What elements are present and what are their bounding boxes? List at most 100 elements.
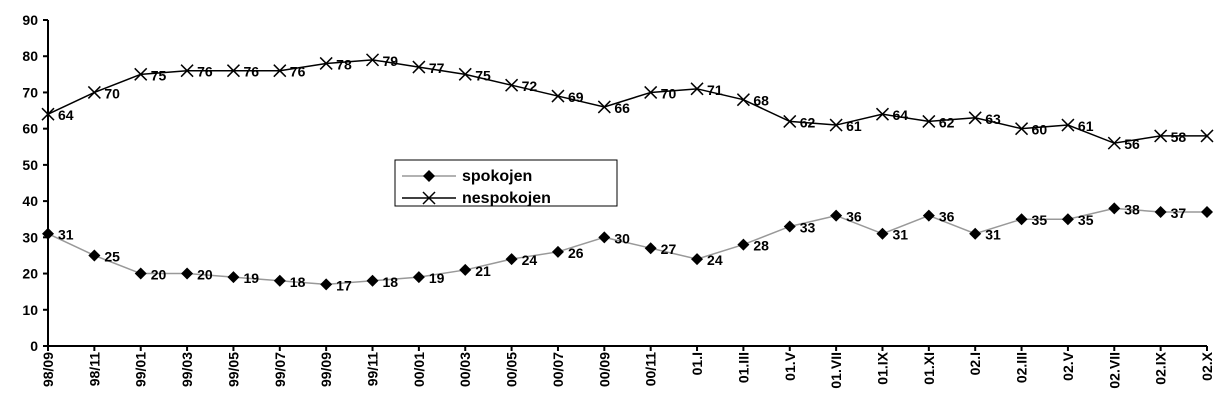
data-point xyxy=(829,118,843,132)
x-tick-label: 01.VII xyxy=(828,352,844,389)
data-label: 17 xyxy=(336,277,352,293)
data-label: 31 xyxy=(58,227,74,243)
data-point xyxy=(922,114,936,128)
data-point xyxy=(1061,213,1074,226)
data-label: 60 xyxy=(1032,122,1048,138)
data-point xyxy=(922,209,935,222)
data-point xyxy=(551,89,565,103)
data-label: 37 xyxy=(1171,205,1187,221)
data-label: 21 xyxy=(475,263,491,279)
data-label: 64 xyxy=(58,107,74,123)
legend-marker xyxy=(422,191,436,205)
x-tick-label: 99/01 xyxy=(133,352,149,387)
y-tick-label: 40 xyxy=(22,193,38,209)
x-tick-label: 02.III xyxy=(1014,352,1030,383)
data-label: 31 xyxy=(985,227,1001,243)
x-tick-label: 02.VII xyxy=(1106,352,1122,389)
data-label: 28 xyxy=(753,238,769,254)
x-tick-label: 99/11 xyxy=(365,352,381,386)
data-label: 26 xyxy=(568,245,584,261)
x-tick-label: 01.I xyxy=(689,352,705,375)
data-label: 36 xyxy=(846,209,862,225)
x-tick-label: 00/09 xyxy=(596,352,612,387)
data-point xyxy=(134,267,147,280)
data-label: 69 xyxy=(568,89,584,105)
data-label: 61 xyxy=(846,118,862,134)
data-point xyxy=(505,78,519,92)
data-point xyxy=(690,82,704,96)
x-tick-label: 01.IX xyxy=(874,351,890,384)
data-point xyxy=(181,267,194,280)
x-tick-label: 99/09 xyxy=(318,352,334,387)
data-label: 66 xyxy=(614,100,630,116)
data-point xyxy=(597,100,611,114)
data-label: 18 xyxy=(383,274,399,290)
x-tick-label: 99/03 xyxy=(179,352,195,387)
data-label: 56 xyxy=(1124,136,1140,152)
data-point xyxy=(42,227,54,240)
data-point xyxy=(1061,118,1075,132)
x-tick-label: 01.XI xyxy=(921,352,937,385)
data-point xyxy=(736,93,750,107)
data-point xyxy=(226,64,240,78)
data-point xyxy=(783,114,797,128)
data-label: 76 xyxy=(243,64,259,80)
y-tick-label: 50 xyxy=(22,157,38,173)
data-point xyxy=(876,227,889,240)
data-label: 24 xyxy=(522,252,538,268)
data-label: 20 xyxy=(197,267,213,283)
x-tick-label: 00/05 xyxy=(504,352,520,387)
x-tick-label: 00/07 xyxy=(550,352,566,387)
data-label: 70 xyxy=(104,85,120,101)
y-tick-label: 60 xyxy=(22,121,38,137)
data-label: 76 xyxy=(197,64,213,80)
x-tick-label: 02.X xyxy=(1199,351,1215,380)
x-tick-label: 98/11 xyxy=(86,352,102,386)
x-tick-label: 00/11 xyxy=(643,352,659,386)
data-label: 24 xyxy=(707,252,723,268)
data-point xyxy=(783,220,796,233)
data-label: 75 xyxy=(151,67,167,83)
x-tick-label: 01.V xyxy=(782,351,798,380)
data-label: 58 xyxy=(1171,129,1187,145)
data-label: 76 xyxy=(290,64,306,80)
y-tick-label: 30 xyxy=(22,229,38,245)
data-point xyxy=(134,67,148,81)
x-tick-label: 00/01 xyxy=(411,352,427,387)
data-point xyxy=(273,274,286,287)
x-tick-label: 02.IX xyxy=(1153,351,1169,384)
y-tick-label: 20 xyxy=(22,266,38,282)
legend-marker xyxy=(423,170,435,182)
data-label: 72 xyxy=(522,78,538,94)
data-point xyxy=(551,245,564,258)
y-tick-label: 90 xyxy=(22,12,38,28)
data-point xyxy=(412,271,425,284)
data-label: 18 xyxy=(290,274,306,290)
x-tick-label: 00/03 xyxy=(457,352,473,387)
data-label: 19 xyxy=(243,270,259,286)
data-point xyxy=(1015,213,1028,226)
x-tick-label: 02.V xyxy=(1060,351,1076,380)
data-point xyxy=(88,249,101,262)
data-point xyxy=(1107,136,1121,150)
data-label: 64 xyxy=(892,107,908,123)
data-point xyxy=(691,253,704,266)
data-point xyxy=(273,64,287,78)
y-tick-label: 0 xyxy=(30,338,38,354)
data-point xyxy=(875,107,890,121)
data-point xyxy=(365,53,380,67)
data-label: 71 xyxy=(707,82,723,98)
data-point xyxy=(969,227,982,240)
data-label: 33 xyxy=(800,219,816,235)
data-point xyxy=(1201,205,1213,218)
data-label: 63 xyxy=(985,111,1001,127)
y-tick-label: 10 xyxy=(22,302,38,318)
data-label: 30 xyxy=(614,230,630,246)
y-tick-label: 80 xyxy=(22,48,38,64)
data-point xyxy=(598,231,611,244)
x-tick-label: 99/07 xyxy=(272,352,288,387)
data-label: 27 xyxy=(661,241,677,257)
data-point xyxy=(1015,122,1029,136)
data-point xyxy=(87,85,101,99)
